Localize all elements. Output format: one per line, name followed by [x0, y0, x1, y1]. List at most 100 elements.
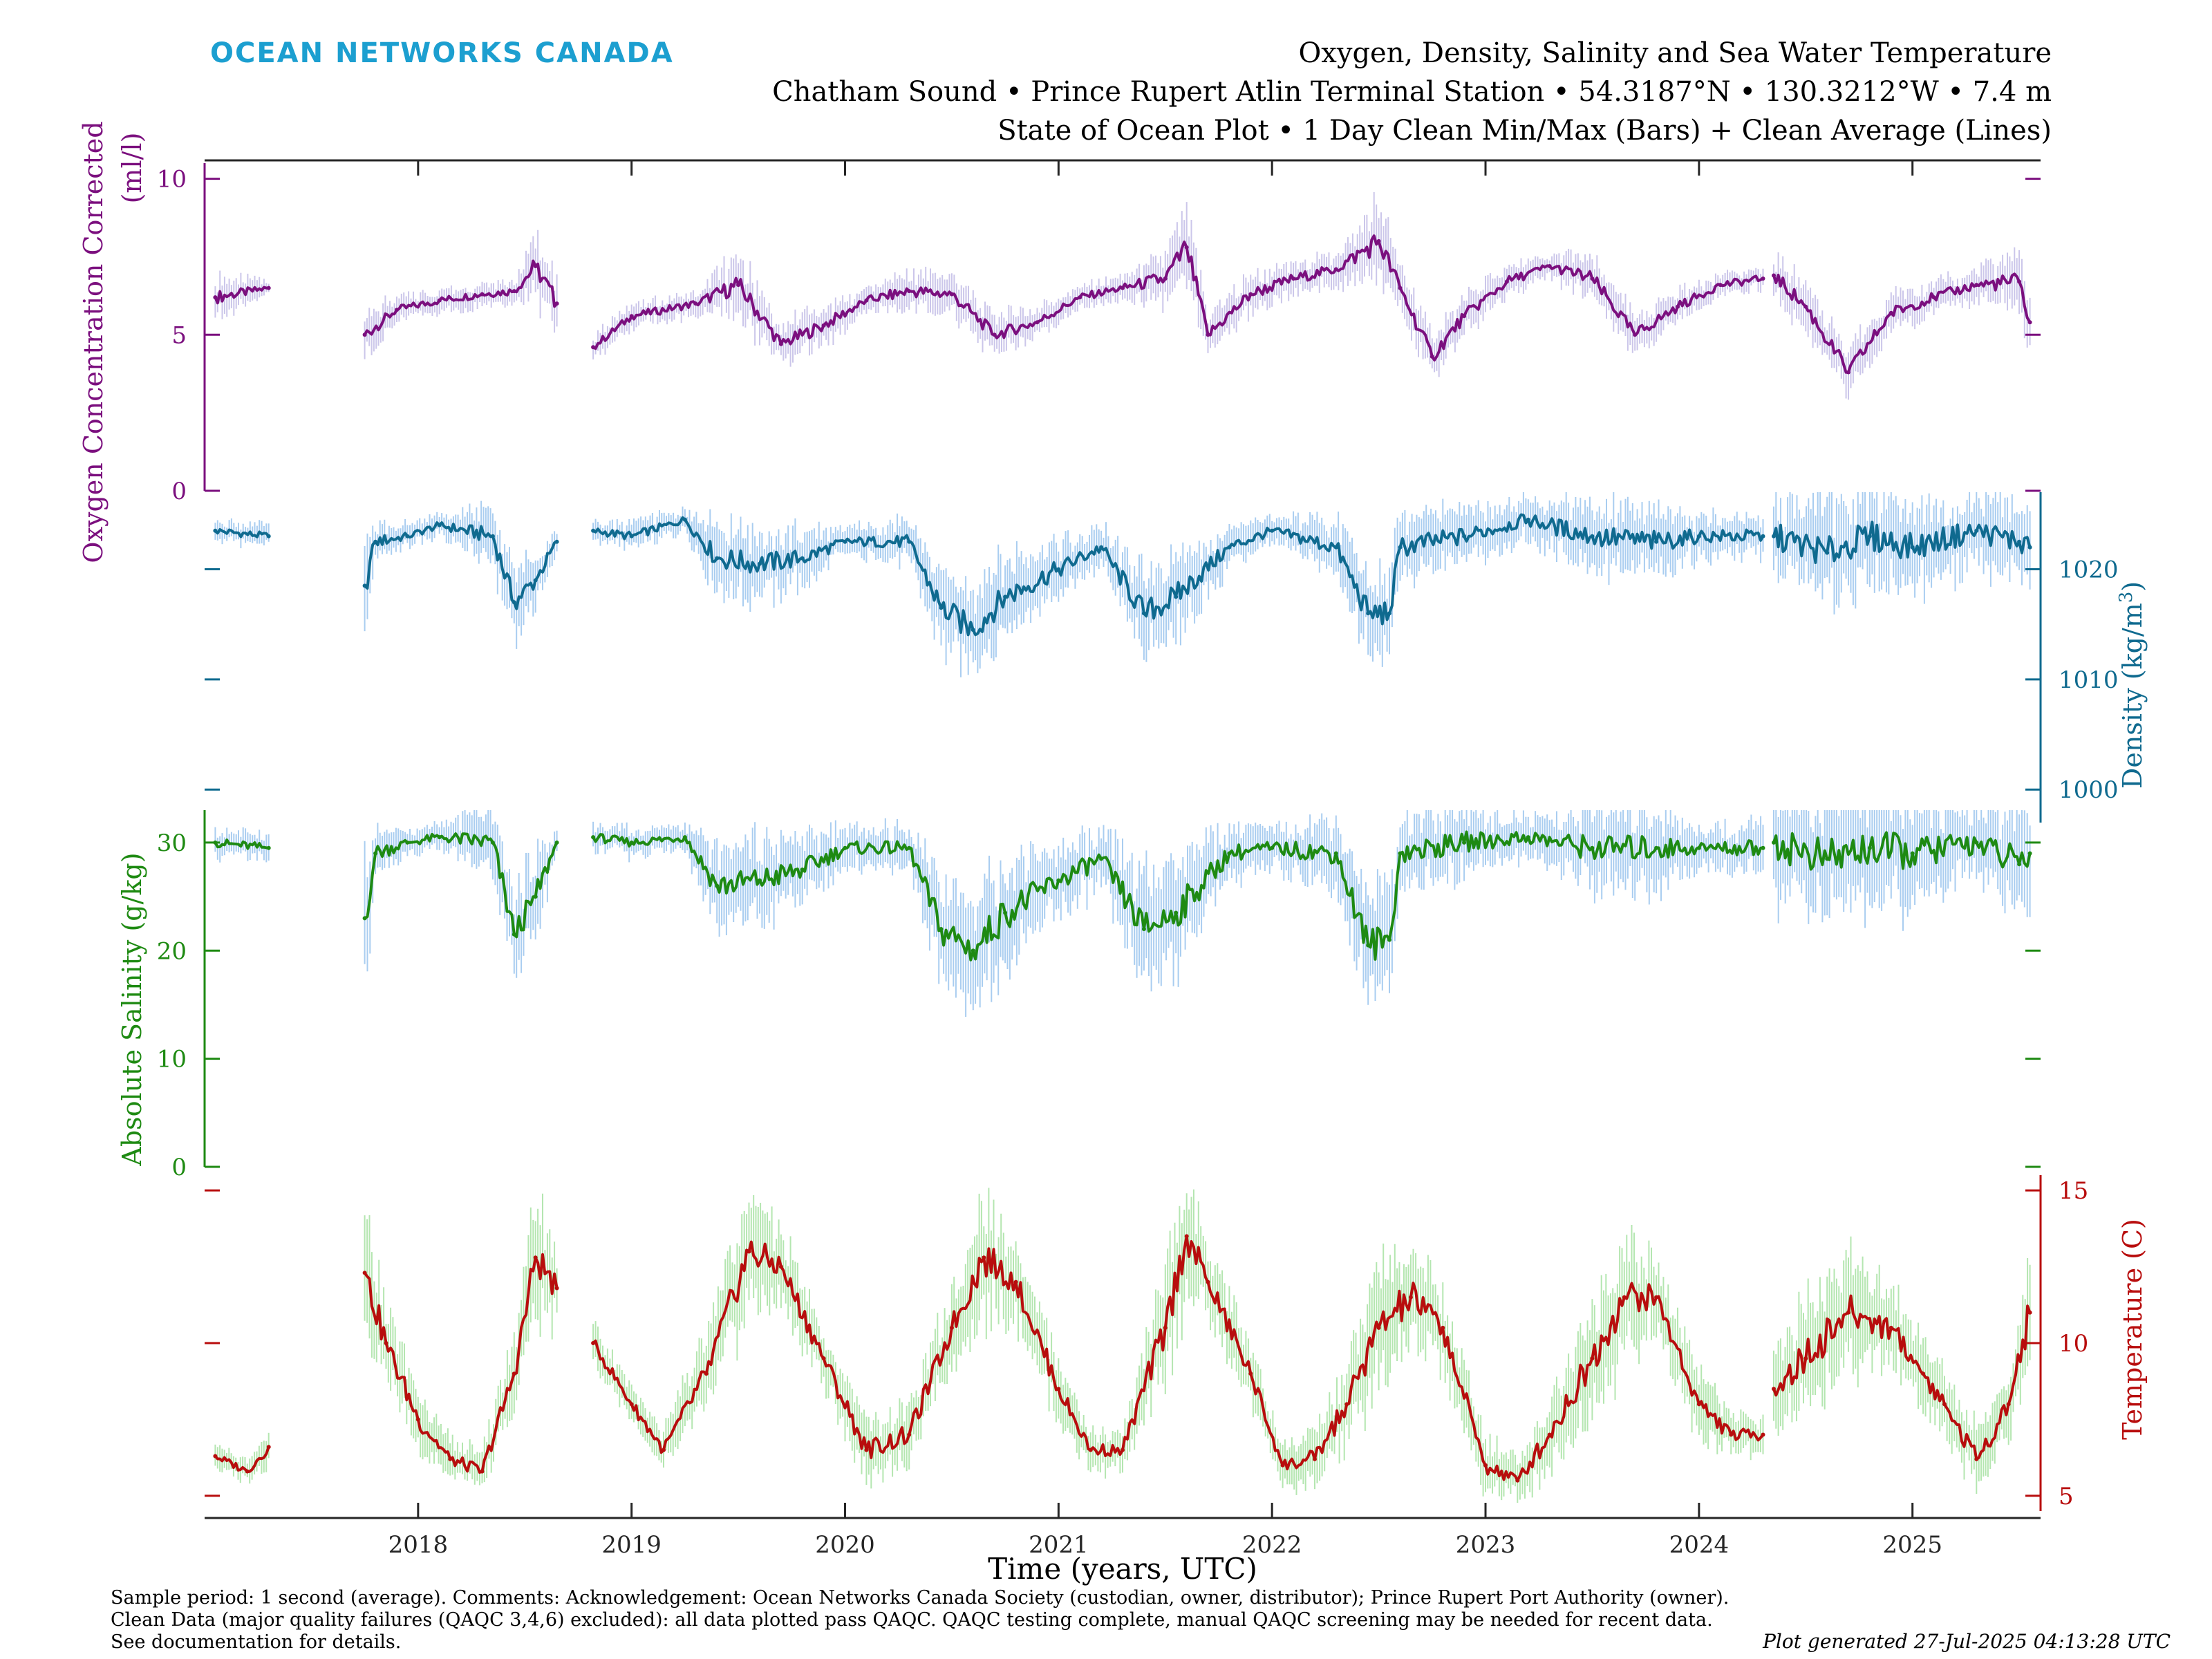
salinity-data-point [971, 948, 975, 953]
density-data-point [1590, 534, 1595, 538]
temperature-data-point [1515, 1478, 1520, 1483]
oxygen-data-point [1333, 267, 1338, 272]
temperature-data-point [2006, 1402, 2011, 1407]
oxygen-average-line-segment-4 [1772, 272, 2032, 374]
oxygen-data-point [1633, 332, 1638, 337]
temperature-data-point [1121, 1447, 1125, 1452]
temperature-data-point [2027, 1310, 2032, 1315]
temperature-data-point [1313, 1456, 1317, 1461]
density-data-point [554, 539, 559, 544]
salinity-data-point [490, 840, 495, 845]
chart-subtitle-location: Chatham Sound • Prince Rupert Atlin Term… [772, 76, 2052, 108]
oxygen-data-point [1078, 295, 1082, 300]
salinity-data-point [843, 845, 847, 850]
density-average-line-segment-1 [214, 528, 270, 538]
oxygen-data-point [1163, 276, 1168, 281]
temperature-data-point [245, 1469, 250, 1474]
density-data-point [682, 517, 687, 522]
density-data-point [1910, 545, 1915, 550]
salinity-data-point [1696, 845, 1701, 850]
salinity-data-point [1099, 856, 1104, 861]
plot-generated-timestamp: Plot generated 27-Jul-2025 04:13:28 UTC [1763, 1630, 2171, 1653]
oxygen-data-point [1462, 314, 1467, 319]
temperature-data-point [1696, 1402, 1701, 1407]
temperature-data-point [1921, 1371, 1926, 1376]
temperature-data-point [704, 1371, 709, 1376]
salinity-data-point [405, 840, 410, 845]
temperature-data-point [415, 1417, 420, 1422]
ocean-networks-canada-logo: OCEAN NETWORKS CANADA [210, 37, 674, 69]
oxygen-data-point [1206, 332, 1210, 337]
temperature-data-point [1761, 1432, 1765, 1437]
density-data-point [1174, 594, 1179, 599]
oxygen-data-point [1846, 370, 1850, 375]
density-data-point [2027, 545, 2032, 550]
chart-subtitle-plot-type: State of Ocean Plot • 1 Day Clean Min/Ma… [997, 115, 2052, 147]
temperature-data-point [480, 1469, 485, 1474]
salinity-average-line-segment-4 [1772, 831, 2032, 871]
temperature-data-point [1344, 1402, 1349, 1407]
density-data-point [1462, 534, 1467, 538]
density-data-point [1654, 539, 1659, 544]
temperature-data-point [213, 1454, 218, 1459]
salinity-data-point [1867, 845, 1872, 850]
x-tick-label: 2023 [1456, 1531, 1516, 1559]
oxygen-data-point [1772, 273, 1776, 278]
density-data-point [1366, 611, 1371, 616]
salinity-data-point [1366, 943, 1371, 948]
density-data-point [1141, 611, 1146, 616]
density-data-point [405, 534, 410, 538]
salinity-data-point [1174, 910, 1179, 915]
density-y-tick-label: 1020 [2059, 556, 2119, 584]
density-data-point [1761, 534, 1765, 538]
temperature-data-point [591, 1341, 596, 1345]
footnote: Sample period: 1 second (average). Comme… [111, 1587, 1729, 1653]
oxygen-data-point [362, 332, 367, 337]
temperature-data-point [1280, 1463, 1285, 1468]
oxygen-data-point [821, 323, 826, 328]
salinity-data-point [591, 835, 596, 840]
salinity-data-point [1227, 851, 1232, 856]
x-tick-label: 2024 [1669, 1531, 1730, 1559]
salinity-data-point [373, 851, 378, 856]
density-average-line-segment-2 [364, 521, 558, 610]
temperature-data-point [1729, 1432, 1734, 1437]
temperature-data-point [1184, 1234, 1189, 1239]
density-data-point [800, 556, 805, 561]
density-data-point [1270, 528, 1275, 533]
temperature-data-point [629, 1402, 634, 1407]
oxygen-axis-title-line-2: (ml/l) [117, 133, 147, 204]
temperature-data-point [1803, 1356, 1808, 1361]
salinity-data-point [1772, 840, 1776, 845]
footnote-line-2: Clean Data (major quality failures (QAQC… [111, 1609, 1713, 1631]
density-data-point [1772, 534, 1776, 538]
oxygen-axis-title-line-1: Oxygen Concentration Corrected [78, 121, 109, 563]
oxygen-data-point [480, 292, 485, 297]
oxygen-average-line-segment-3 [592, 234, 1764, 362]
oxygen-y-tick-label: 0 [171, 478, 187, 505]
temperature-data-point [662, 1447, 666, 1452]
salinity-y-tick-label: 20 [157, 937, 187, 965]
temperature-data-point [1408, 1295, 1413, 1300]
temperature-y-tick-label: 5 [2059, 1483, 2074, 1510]
salinity-axis-title: Absolute Salinity (g/kg) [117, 852, 147, 1166]
temperature-data-point [448, 1456, 453, 1461]
temperature-data-point [1376, 1325, 1381, 1330]
density-data-point [1227, 545, 1232, 550]
oxygen-data-point [1803, 304, 1808, 309]
temperature-average-line-segment-4 [1772, 1294, 2032, 1461]
salinity-data-point [1270, 845, 1275, 850]
temperature-data-point [1056, 1387, 1061, 1391]
salinity-data-point [1825, 856, 1830, 861]
oxygen-data-point [1888, 310, 1893, 315]
density-data-point [1003, 594, 1008, 599]
oxygen-data-point [2017, 279, 2022, 284]
oxygen-average-line-segment-1 [214, 285, 269, 305]
oxygen-data-point [554, 301, 559, 306]
density-data-point [715, 556, 720, 561]
oxygen-data-point [1376, 238, 1381, 243]
density-y-tick-label: 1000 [2059, 776, 2119, 804]
temperature-average-line-segment-1 [214, 1446, 270, 1473]
temperature-data-point [1846, 1310, 1850, 1315]
density-data-point [758, 561, 762, 566]
